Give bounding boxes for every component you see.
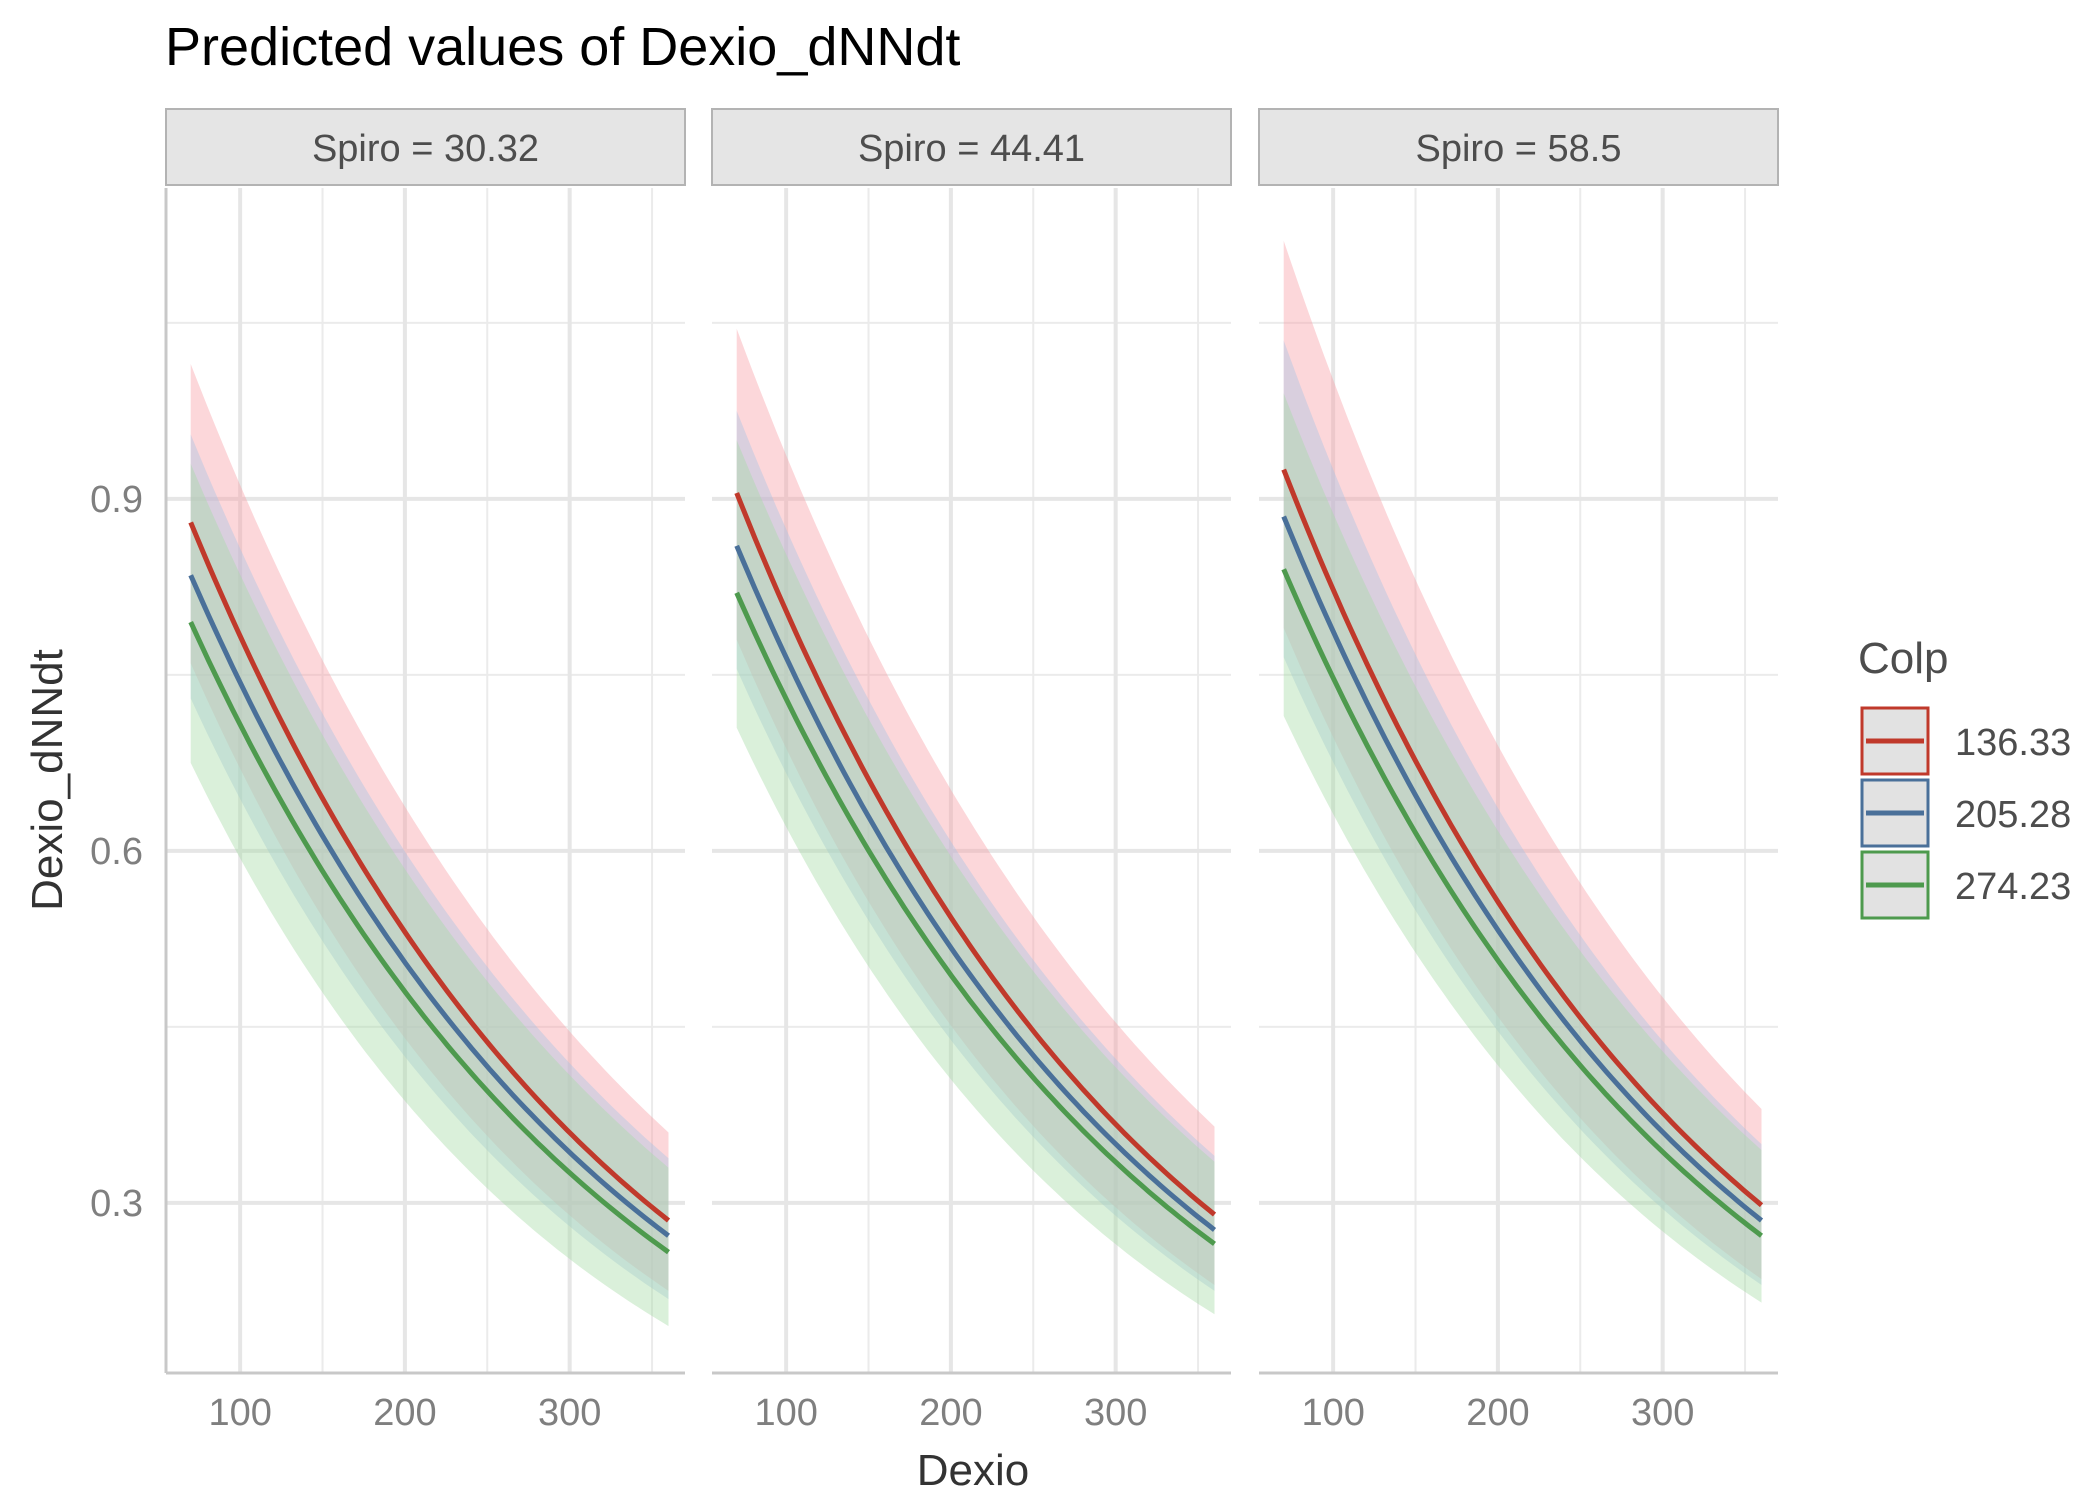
facet-strip [711, 108, 1232, 186]
y-axis-title: Dexio_dNNdt [23, 649, 72, 911]
series-line-274-23 [188, 621, 670, 1255]
y-tick-label: 0.6 [90, 831, 143, 873]
legend-label: 136.33 [1955, 722, 2071, 764]
series-line-274-23 [1281, 568, 1764, 1238]
confidence-band-205-28 [1283, 340, 1762, 1285]
legend-item: 205.28 [1860, 778, 2071, 848]
legend-item: 274.23 [1860, 850, 2071, 920]
series-line-205-28 [734, 544, 1217, 1232]
legend: Colp 136.33 205.28 274.23 [1858, 634, 2071, 920]
confidence-band-136-33 [1283, 240, 1762, 1280]
x-tick-label: 300 [1631, 1392, 1694, 1434]
series-line-205-28 [188, 574, 671, 1238]
facet-strip-label: Spiro = 58.5 [1416, 128, 1622, 170]
facet-panel: Spiro = 30.32 100 200 300 [164, 108, 686, 1434]
legend-items: 136.33 205.28 274.23 [1860, 706, 2071, 920]
series-line-136-33 [734, 492, 1217, 1217]
series-line-205-28 [1281, 515, 1764, 1223]
legend-title: Colp [1858, 634, 1949, 683]
y-tick-label: 0.9 [90, 479, 143, 521]
confidence-band-136-33 [190, 364, 669, 1291]
x-axis-title: Dexio [917, 1446, 1030, 1495]
x-tick-label: 300 [538, 1392, 601, 1434]
series-line-136-33 [188, 521, 671, 1223]
facet-panel: Spiro = 44.41 100 200 300 [711, 108, 1232, 1434]
confidence-band-205-28 [736, 410, 1215, 1291]
facet-strip [165, 108, 686, 186]
facet-strip [1258, 108, 1779, 186]
confidence-band-274-23 [1283, 393, 1762, 1303]
x-tick-label: 300 [1084, 1392, 1147, 1434]
x-tick-label: 100 [1301, 1392, 1364, 1434]
facet-panels: Spiro = 30.32 100 200 300 Spiro = 44.41 100 20… [90, 108, 1779, 1434]
facet-strip-label: Spiro = 30.32 [312, 128, 539, 170]
facet-strip-label: Spiro = 44.41 [858, 128, 1085, 170]
confidence-band-205-28 [190, 434, 669, 1300]
chart-title: Predicted values of Dexio_dNNdt [165, 17, 960, 77]
legend-label: 274.23 [1955, 866, 2071, 908]
confidence-band-274-23 [736, 440, 1215, 1315]
confidence-band-136-33 [736, 328, 1215, 1285]
series-line-136-33 [1281, 468, 1764, 1208]
x-tick-label: 200 [1466, 1392, 1529, 1434]
legend-item: 136.33 [1860, 706, 2071, 776]
x-tick-label: 200 [919, 1392, 982, 1434]
x-tick-label: 100 [754, 1392, 817, 1434]
y-tick-label: 0.3 [90, 1183, 143, 1225]
legend-label: 205.28 [1955, 794, 2071, 836]
x-tick-label: 200 [373, 1392, 436, 1434]
series-line-274-23 [734, 591, 1216, 1246]
facet-panel: Spiro = 58.5 100 200 300 [1258, 108, 1779, 1434]
x-tick-label: 100 [208, 1392, 271, 1434]
